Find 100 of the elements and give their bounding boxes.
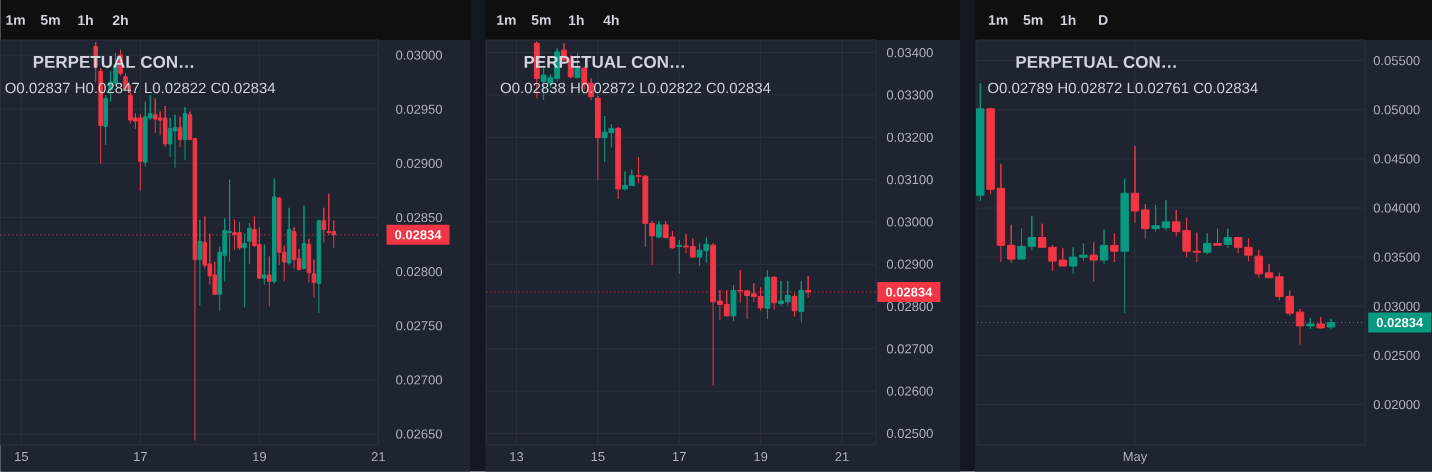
y-tick-label: 0.02750 bbox=[396, 321, 443, 331]
candlestick bbox=[321, 207, 327, 243]
candlestick bbox=[306, 238, 312, 284]
text: 5m bbox=[40, 15, 60, 25]
text: 1m bbox=[988, 15, 1008, 25]
candlestick bbox=[1202, 233, 1212, 255]
candlestick bbox=[1130, 145, 1140, 224]
y-tick-label: 0.02000 bbox=[1373, 400, 1420, 410]
candlestick bbox=[291, 226, 297, 269]
x-tick-label: May bbox=[1123, 452, 1148, 464]
candlestick bbox=[316, 219, 322, 314]
x-tick-label: 21 bbox=[371, 452, 385, 462]
candlestick bbox=[1223, 228, 1233, 249]
candlestick bbox=[1027, 215, 1037, 251]
candlestick bbox=[1254, 249, 1263, 279]
y-tick-label: 0.03500 bbox=[1373, 252, 1420, 262]
candlestick bbox=[976, 82, 985, 202]
y-tick-label: 0.02900 bbox=[886, 259, 933, 269]
candlestick bbox=[1151, 204, 1160, 233]
candlestick bbox=[798, 280, 805, 324]
x-tick-label: 17 bbox=[673, 452, 686, 462]
candlestick bbox=[247, 222, 252, 265]
ref-line-label: 0.02834 bbox=[1376, 318, 1424, 328]
annotation: O0.02789 H0.02872 L0.02761 C0.02834 bbox=[988, 82, 1258, 94]
candlestick bbox=[311, 259, 317, 299]
x-tick-label: 19 bbox=[754, 452, 768, 462]
candlestick bbox=[262, 244, 267, 286]
ref-line-label: 0.02834 bbox=[395, 230, 442, 240]
candlestick bbox=[1110, 233, 1119, 263]
text: 1h bbox=[78, 14, 93, 26]
y-tick-label: 0.04000 bbox=[1373, 203, 1420, 213]
y-tick-label: 0.02700 bbox=[396, 375, 443, 385]
candlestick bbox=[1213, 228, 1222, 246]
candlestick bbox=[1233, 237, 1243, 254]
candlestick bbox=[1099, 229, 1109, 265]
y-tick-label: 0.02900 bbox=[396, 158, 443, 169]
y-tick-label: 0.02800 bbox=[396, 267, 443, 277]
candlestick bbox=[1295, 308, 1305, 346]
candlestick bbox=[594, 95, 601, 181]
candlestick bbox=[1068, 246, 1078, 275]
text: 5m bbox=[1023, 15, 1043, 25]
x-tick-label: 15 bbox=[15, 452, 29, 462]
candlestick bbox=[1120, 178, 1129, 314]
candlestick bbox=[615, 126, 622, 200]
ref-line-label: 0.02834 bbox=[885, 287, 933, 297]
text: 1m bbox=[6, 15, 25, 25]
candlestick bbox=[301, 205, 307, 271]
candlestick bbox=[162, 105, 168, 148]
y-tick-label: 0.02650 bbox=[396, 429, 443, 439]
candlestick bbox=[286, 207, 292, 266]
y-tick-label: 0.03000 bbox=[886, 217, 933, 227]
x-tick-label: 19 bbox=[253, 452, 266, 462]
candlestick bbox=[655, 220, 662, 239]
y-tick-label: 0.05000 bbox=[1373, 105, 1420, 115]
candlestick bbox=[1079, 242, 1088, 262]
y-tick-label: 0.02500 bbox=[886, 428, 933, 439]
y-tick-label: 0.02950 bbox=[396, 104, 443, 114]
candlestick bbox=[177, 116, 183, 148]
text: PERPETUAL CON… bbox=[1016, 56, 1176, 69]
y-tick-label: 0.03400 bbox=[886, 48, 933, 58]
text: 2h bbox=[112, 14, 128, 26]
y-tick-label: 0.03300 bbox=[886, 90, 933, 100]
x-tick-label: 13 bbox=[510, 452, 524, 462]
y-tick-label: 0.05500 bbox=[1373, 56, 1420, 66]
candlestick bbox=[1316, 316, 1325, 330]
candlestick bbox=[1006, 224, 1016, 264]
y-tick-label: 0.03000 bbox=[396, 50, 443, 60]
candlestick bbox=[1264, 263, 1274, 279]
candlestick bbox=[172, 114, 178, 169]
candlestick bbox=[271, 178, 277, 285]
candlestick bbox=[182, 106, 188, 161]
candlestick bbox=[1017, 228, 1026, 260]
y-tick-label: 0.02850 bbox=[396, 212, 443, 223]
text: 1m bbox=[497, 15, 516, 25]
candlestick bbox=[791, 293, 798, 318]
y-tick-label: 0.02600 bbox=[886, 386, 933, 396]
x-tick-label: 15 bbox=[591, 452, 605, 462]
candlestick bbox=[1192, 232, 1202, 263]
candlestick bbox=[986, 107, 995, 195]
x-tick-label: 17 bbox=[134, 452, 147, 462]
text: 1h bbox=[1060, 14, 1076, 26]
y-tick-label: 0.02800 bbox=[886, 301, 933, 312]
candlestick bbox=[764, 269, 771, 320]
candlestick bbox=[1244, 238, 1253, 262]
candlestick bbox=[267, 256, 272, 307]
y-tick-label: 0.04500 bbox=[1373, 154, 1420, 164]
candlestick bbox=[197, 219, 203, 306]
text: 1h bbox=[569, 14, 584, 26]
y-tick-label: 0.02700 bbox=[886, 344, 933, 354]
candlestick bbox=[1161, 199, 1171, 232]
text: D bbox=[1099, 15, 1108, 25]
text: 5m bbox=[531, 15, 551, 25]
y-tick-label: 0.03100 bbox=[886, 175, 933, 185]
candlestick bbox=[1141, 203, 1150, 240]
candlestick bbox=[1089, 241, 1098, 283]
candlestick bbox=[996, 163, 1006, 263]
x-tick-label: 21 bbox=[835, 452, 849, 462]
text: 4h bbox=[603, 14, 619, 26]
y-tick-label: 0.03000 bbox=[1373, 301, 1420, 311]
y-tick-label: 0.03200 bbox=[886, 132, 933, 142]
